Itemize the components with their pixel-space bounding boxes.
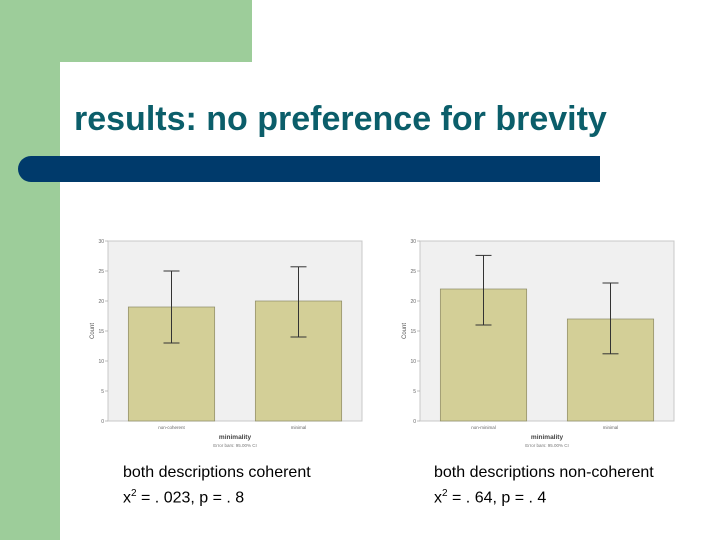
x-axis-label: minimality xyxy=(531,434,564,441)
y-tick-label: 0 xyxy=(101,419,104,425)
y-tick-label: 15 xyxy=(410,329,416,335)
background-green-stripe xyxy=(0,0,60,540)
x-tick-label: non-coherent xyxy=(158,425,185,430)
chart-coherent: 0 5 10 15 20 25 30 non-coherent minimal minimalit… xyxy=(86,236,366,458)
caption-stat-values: = . 023, p = . 8 xyxy=(136,489,245,507)
y-tick-label: 30 xyxy=(98,239,104,245)
y-tick-label: 10 xyxy=(98,359,104,365)
y-tick-label: 20 xyxy=(98,299,104,305)
caption-description: both descriptions coherent xyxy=(123,464,311,481)
error-bars-note: Error bars: 95.00% CI xyxy=(213,443,257,448)
caption-stat-superscript: 2 xyxy=(442,488,448,499)
y-tick-label: 0 xyxy=(413,419,416,425)
x-tick-label: non-minimal xyxy=(471,425,496,430)
y-tick-label: 25 xyxy=(98,269,104,275)
y-tick-label: 15 xyxy=(98,329,104,335)
y-axis-label: Count xyxy=(402,323,408,339)
bar-chart-coherent: 0 5 10 15 20 25 30 non-coherent minimal minimalit… xyxy=(90,239,363,448)
y-tick-label: 5 xyxy=(413,389,416,395)
x-axis-label: minimality xyxy=(219,434,252,441)
y-tick-label: 20 xyxy=(410,299,416,305)
error-bars-note: Error bars: 95.00% CI xyxy=(525,443,569,448)
y-tick-label: 25 xyxy=(410,269,416,275)
caption-coherent: both descriptions coherent x2 = . 023, p… xyxy=(123,462,311,508)
y-tick-label: 5 xyxy=(101,389,104,395)
bar-chart-non-coherent: 0 5 10 15 20 25 30 non-minimal minimal minimality… xyxy=(402,239,675,448)
caption-description: both descriptions non-coherent xyxy=(434,464,654,481)
x-tick-label: minimal xyxy=(603,425,619,430)
title-underline-bar xyxy=(18,156,600,182)
slide-title: results: no preference for brevity xyxy=(74,100,607,138)
chart-non-coherent: 0 5 10 15 20 25 30 non-minimal minimal minimality… xyxy=(398,236,678,458)
caption-non-coherent: both descriptions non-coherent x2 = . 64… xyxy=(434,462,654,508)
y-tick-label: 10 xyxy=(410,359,416,365)
caption-stat-prefix: x xyxy=(434,489,442,507)
caption-stat-prefix: x xyxy=(123,489,131,507)
caption-stat-values: = . 64, p = . 4 xyxy=(447,489,547,507)
caption-stat-superscript: 2 xyxy=(131,488,137,499)
y-tick-label: 30 xyxy=(410,239,416,245)
y-axis-label: Count xyxy=(90,323,96,339)
bar xyxy=(254,300,343,422)
x-tick-label: minimal xyxy=(291,425,307,430)
